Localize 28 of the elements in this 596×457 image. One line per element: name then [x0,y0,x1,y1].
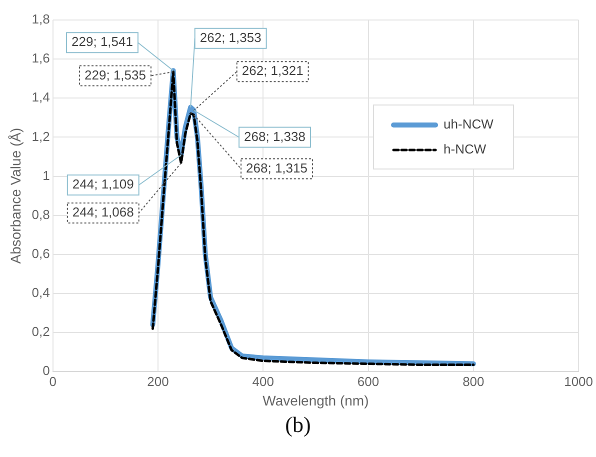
annotation: 229; 1,541 [72,34,133,50]
x-tick-label: 400 [252,374,274,389]
y-tick-label: 0 [42,363,50,378]
y-tick-label: 1,6 [32,50,50,66]
annotation: 244; 1,068 [72,204,134,220]
annotation: 268; 1,315 [246,160,308,176]
annotation: 268; 1,338 [244,128,306,144]
annotation: 244; 1,109 [72,176,134,192]
y-tick-label: 1 [42,168,50,183]
y-tick-label: 0,2 [32,324,50,340]
y-tick-label: 1,4 [32,90,50,105]
y-tick-label: 1,8 [32,12,50,27]
y-tick-label: 0,4 [32,285,50,300]
x-tick-label: 1000 [564,374,593,389]
annotation: 262; 1,321 [242,63,304,78]
y-tick-label: 0,6 [32,246,50,261]
annotation: 229; 1,535 [84,67,146,82]
x-axis-title: Wavelength (nm) [262,392,369,408]
y-tick-label: 1,2 [32,128,50,144]
y-tick-label: 0,8 [32,206,50,222]
x-tick-label: 800 [462,374,484,389]
legend-label: h-NCW [444,142,487,157]
y-axis-title: Absorbance Value (Å) [7,128,24,264]
annotation: 262; 1,353 [200,30,262,45]
x-tick-label: 600 [357,374,380,389]
x-tick-label: 200 [147,374,169,389]
text: (b) [284,412,312,438]
legend-label: uh-NCW [444,116,494,132]
